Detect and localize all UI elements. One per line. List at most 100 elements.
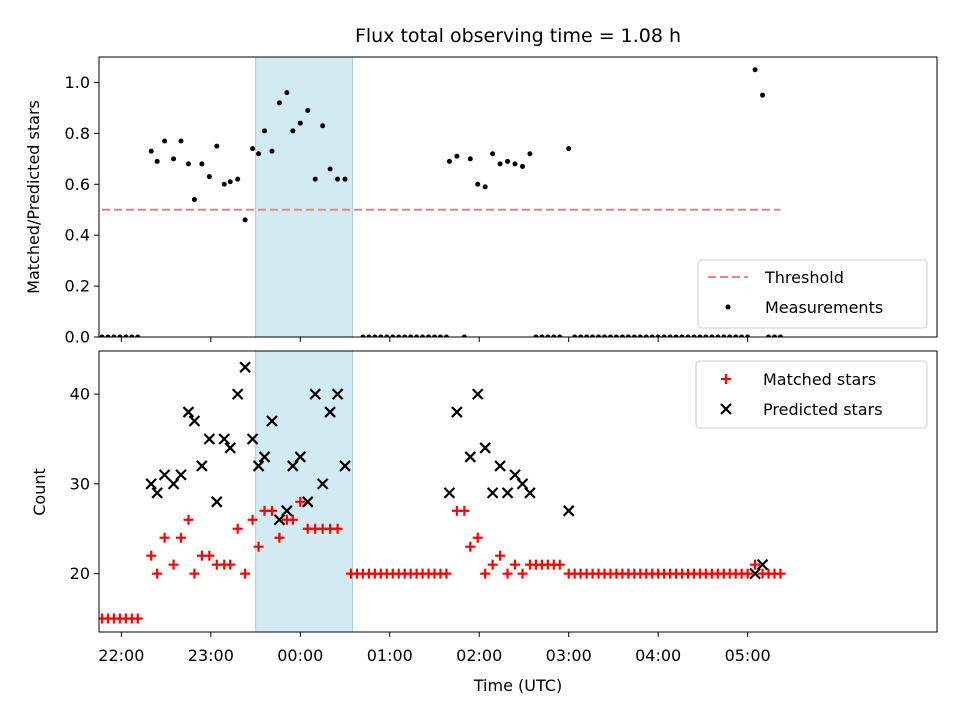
data-point — [619, 334, 625, 337]
matched-point — [502, 568, 513, 579]
data-point — [408, 334, 414, 337]
legend-matched-swatch — [721, 374, 731, 384]
matched-point — [146, 550, 157, 561]
data-point — [117, 334, 123, 337]
data-point — [335, 176, 341, 182]
x-stroke-b — [145, 478, 157, 490]
data-point — [135, 334, 141, 337]
matched-point — [332, 523, 343, 534]
x-stroke-b — [294, 451, 307, 463]
data-point — [402, 334, 408, 337]
x-stroke-b — [224, 442, 236, 454]
data-point — [366, 334, 372, 337]
matched-point — [517, 568, 528, 579]
matched-point — [459, 505, 470, 516]
predicted-point — [464, 451, 477, 463]
x-stroke-b — [188, 415, 201, 427]
x-tick-label: 05:00 — [725, 646, 771, 665]
data-point — [171, 156, 177, 162]
predicted-point — [451, 406, 463, 418]
predicted-point — [486, 487, 499, 499]
x-stroke-b — [203, 433, 216, 445]
top-panel: 0.0 0.2 0.4 0.6 0.8 1.0 Threshold Measurements — [65, 56, 938, 347]
data-point — [715, 334, 721, 337]
shaded-span — [255, 57, 353, 337]
matched-point — [159, 532, 170, 543]
x-tick-label: 04:00 — [635, 646, 681, 665]
data-point — [227, 179, 233, 185]
data-point — [685, 334, 691, 337]
matched-point — [742, 568, 753, 579]
x-stroke-b — [451, 406, 463, 418]
x-stroke-b — [509, 469, 521, 481]
data-point — [185, 161, 191, 167]
data-point — [482, 184, 488, 190]
data-point — [566, 146, 572, 152]
predicted-point — [158, 469, 171, 481]
data-point — [667, 334, 673, 337]
x-stroke-b — [331, 388, 344, 400]
matched-point — [225, 559, 236, 570]
legend: Matched stars Predicted stars — [695, 360, 928, 429]
data-point — [242, 217, 248, 223]
x-tick-label: 02:00 — [456, 646, 502, 665]
y-tick-label: 20 — [70, 564, 90, 583]
matched-point — [183, 514, 194, 525]
data-point — [545, 334, 551, 337]
matched-point — [204, 550, 215, 561]
data-point — [497, 161, 503, 167]
predicted-point — [246, 433, 259, 445]
predicted-point — [218, 433, 231, 445]
data-point — [443, 334, 449, 337]
x-stroke-b — [516, 478, 529, 490]
x-stroke-b — [158, 469, 171, 481]
data-point — [123, 334, 129, 337]
legend-label-threshold: Threshold — [764, 268, 844, 287]
data-point — [649, 334, 655, 337]
data-point — [178, 138, 184, 144]
data-point — [426, 334, 432, 337]
data-point — [99, 334, 105, 337]
y-tick-label: 40 — [70, 385, 90, 404]
x-stroke-b — [720, 403, 732, 415]
predicted-point — [239, 361, 251, 373]
data-point — [745, 334, 751, 337]
x-stroke-b — [182, 406, 195, 418]
matched-point — [168, 559, 179, 570]
data-point — [454, 153, 460, 159]
legend-label-measurements: Measurements — [765, 298, 883, 317]
x-stroke-b — [562, 505, 575, 517]
predicted-point — [309, 388, 321, 400]
predicted-point — [524, 487, 536, 499]
x-stroke-b — [239, 361, 251, 373]
y-tick-label: 0.0 — [65, 328, 90, 347]
x-stroke-b — [309, 388, 321, 400]
predicted-point — [756, 558, 769, 571]
x-stroke-b — [479, 442, 491, 454]
predicted-point — [203, 433, 216, 445]
data-point — [290, 128, 296, 134]
predicted-point — [339, 460, 351, 472]
predicted-point — [443, 487, 456, 499]
x-stroke-b — [266, 415, 278, 427]
x-stroke-b — [252, 460, 265, 472]
x-stroke-b — [316, 478, 329, 490]
predicted-point — [501, 487, 514, 499]
predicted-point — [231, 388, 244, 400]
predicted-point — [331, 388, 344, 400]
legend-box — [695, 360, 928, 429]
data-point — [360, 334, 366, 337]
legend-label-predicted: Predicted stars — [763, 400, 883, 419]
data-point — [250, 146, 256, 152]
legend: Threshold Measurements — [697, 259, 928, 329]
data-point — [637, 334, 643, 337]
data-point — [512, 161, 518, 167]
plot-frame — [98, 56, 938, 338]
y-tick-label: 30 — [70, 474, 90, 493]
data-point — [396, 334, 402, 337]
predicted-point — [562, 505, 575, 517]
matched-point — [266, 505, 277, 516]
data-point — [766, 334, 772, 337]
data-point — [673, 334, 679, 337]
series-predicted-stars — [145, 361, 769, 580]
